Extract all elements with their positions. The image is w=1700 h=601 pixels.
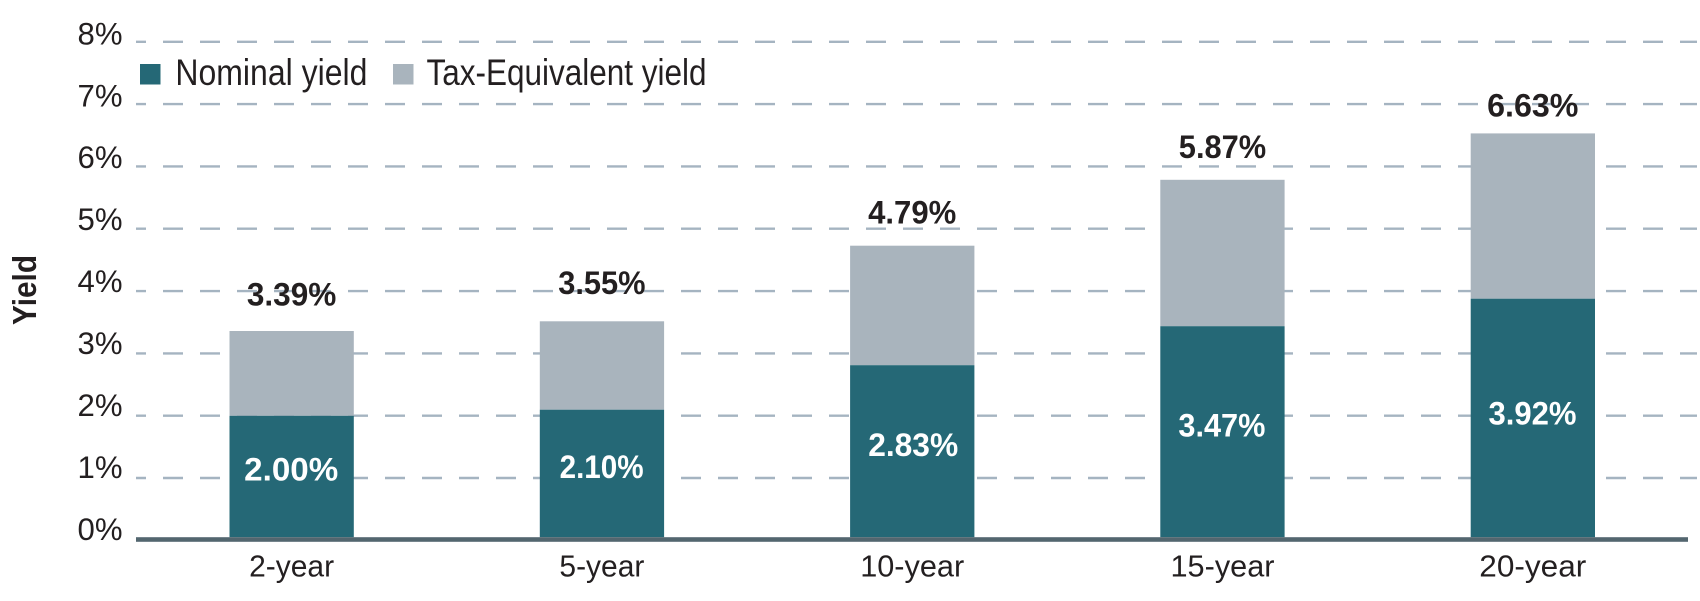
svg-text:3.39%: 3.39% bbox=[247, 276, 337, 312]
svg-text:8%: 8% bbox=[78, 15, 123, 51]
svg-text:5.87%: 5.87% bbox=[1179, 129, 1266, 165]
svg-text:7%: 7% bbox=[78, 77, 123, 113]
svg-text:5%: 5% bbox=[78, 201, 123, 237]
svg-text:5-year: 5-year bbox=[559, 549, 644, 584]
svg-text:2.10%: 2.10% bbox=[560, 449, 644, 485]
svg-text:3.47%: 3.47% bbox=[1178, 407, 1265, 443]
svg-text:2%: 2% bbox=[78, 387, 123, 423]
svg-text:2.83%: 2.83% bbox=[868, 427, 958, 463]
svg-text:3%: 3% bbox=[78, 325, 123, 361]
svg-text:Yield: Yield bbox=[6, 255, 43, 325]
svg-text:15-year: 15-year bbox=[1171, 549, 1275, 584]
svg-text:4%: 4% bbox=[78, 263, 123, 299]
svg-text:6%: 6% bbox=[78, 139, 123, 175]
svg-text:2-year: 2-year bbox=[249, 549, 334, 584]
svg-text:6.63%: 6.63% bbox=[1487, 88, 1578, 124]
svg-text:4.79%: 4.79% bbox=[868, 194, 956, 230]
svg-text:Tax-Equivalent yield: Tax-Equivalent yield bbox=[427, 52, 707, 93]
svg-text:10-year: 10-year bbox=[860, 549, 964, 584]
svg-text:3.55%: 3.55% bbox=[558, 265, 645, 301]
svg-text:3.92%: 3.92% bbox=[1489, 396, 1577, 432]
svg-text:0%: 0% bbox=[78, 511, 123, 547]
svg-text:20-year: 20-year bbox=[1479, 549, 1586, 584]
svg-text:Nominal yield: Nominal yield bbox=[175, 52, 367, 93]
svg-text:2.00%: 2.00% bbox=[244, 452, 338, 488]
svg-text:1%: 1% bbox=[78, 449, 123, 485]
